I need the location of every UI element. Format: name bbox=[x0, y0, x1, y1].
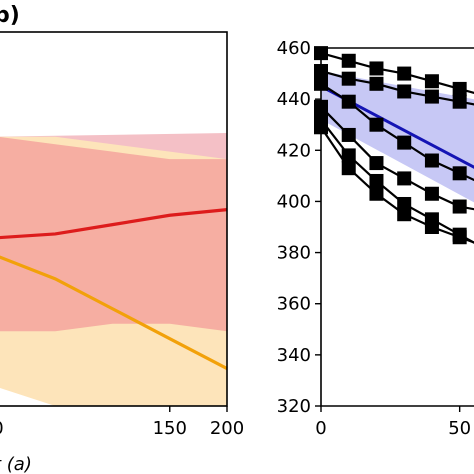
square-marker bbox=[452, 230, 467, 245]
y-tick-label: 420 bbox=[277, 140, 311, 161]
square-marker bbox=[341, 53, 356, 68]
square-marker bbox=[452, 199, 467, 214]
right-series-lines bbox=[314, 46, 474, 245]
square-marker bbox=[452, 81, 467, 96]
square-marker bbox=[424, 89, 439, 104]
square-marker bbox=[424, 153, 439, 168]
mean-line-1 bbox=[0, 255, 228, 371]
y-tick-label: 400 bbox=[277, 191, 311, 212]
square-marker bbox=[424, 74, 439, 89]
square-marker bbox=[424, 186, 439, 201]
right-x-axis: 0 50 bbox=[315, 406, 471, 439]
square-marker bbox=[369, 117, 384, 132]
square-marker bbox=[369, 76, 384, 91]
left-plot-frame bbox=[0, 31, 228, 407]
y-tick-label: 460 bbox=[277, 38, 311, 59]
uncertainty-band-0 bbox=[0, 136, 227, 332]
x-tick-label: 50 bbox=[448, 418, 471, 439]
left-x-axis: 0 150 200 bbox=[0, 406, 244, 439]
panel-label: b) bbox=[0, 3, 20, 28]
left-x-axis-label: t (a) bbox=[0, 454, 32, 474]
x-tick-label: 150 bbox=[153, 418, 187, 439]
right-y-axis: 320 340 360 380 400 420 440 460 bbox=[277, 38, 321, 417]
x-tick-label: 0 bbox=[0, 418, 4, 439]
square-marker bbox=[452, 166, 467, 181]
left-mean-lines bbox=[0, 208, 228, 371]
left-plot-area: 0 150 200 t (a) bbox=[0, 31, 244, 474]
square-marker bbox=[397, 207, 412, 222]
square-marker bbox=[397, 135, 412, 150]
square-marker bbox=[397, 66, 412, 81]
y-tick-label: 440 bbox=[277, 89, 311, 110]
square-marker bbox=[369, 156, 384, 171]
square-marker bbox=[341, 94, 356, 109]
square-marker bbox=[397, 84, 412, 99]
square-marker bbox=[369, 173, 384, 188]
mean-line-0 bbox=[0, 208, 228, 240]
square-marker bbox=[341, 71, 356, 86]
square-marker bbox=[341, 148, 356, 163]
square-marker bbox=[341, 127, 356, 142]
right-plot-area: 0 50 320 340 360 380 400 420 440 460 bbox=[277, 38, 474, 439]
square-marker bbox=[397, 171, 412, 186]
square-marker bbox=[452, 94, 467, 109]
right-plot-frame bbox=[320, 47, 474, 407]
x-tick-label: 200 bbox=[210, 418, 244, 439]
y-tick-label: 380 bbox=[277, 243, 311, 264]
y-tick-label: 320 bbox=[277, 396, 311, 417]
square-marker bbox=[424, 220, 439, 234]
square-marker bbox=[341, 161, 356, 176]
square-marker bbox=[369, 186, 384, 201]
square-marker bbox=[369, 61, 384, 76]
x-tick-label: 0 bbox=[315, 418, 326, 439]
y-tick-label: 360 bbox=[277, 294, 311, 315]
y-tick-label: 340 bbox=[277, 345, 311, 366]
